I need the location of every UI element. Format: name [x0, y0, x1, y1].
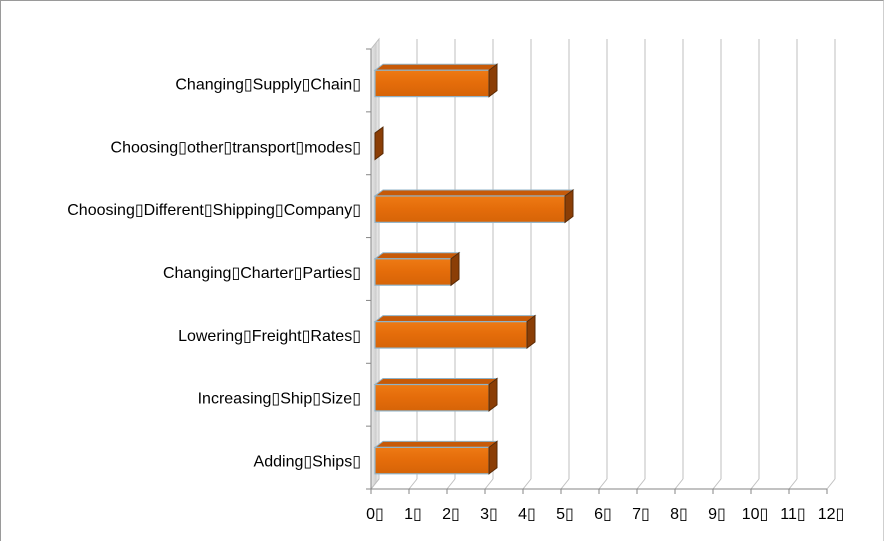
bar-3 — [373, 251, 461, 287]
gridline-floor — [788, 478, 798, 490]
bar-top-face — [373, 315, 537, 323]
bar-top-face — [373, 440, 499, 448]
gridline-floor — [712, 478, 722, 490]
bar-4 — [373, 314, 537, 350]
bar-front-face — [374, 446, 490, 475]
gridline-floor — [522, 478, 532, 490]
gridline-floor — [636, 478, 646, 490]
gridline-floor — [484, 478, 494, 490]
x-tick-label: 6▯ — [594, 506, 612, 523]
category-label: Adding▯Ships▯ — [254, 454, 361, 471]
bars — [373, 63, 575, 475]
x-tick-label: 8▯ — [670, 506, 688, 523]
x-tick-label: 12▯ — [818, 506, 845, 523]
bar-front-face — [374, 69, 490, 98]
category-label: Lowering▯Freight▯Rates▯ — [178, 328, 361, 345]
bar-top-face — [373, 189, 575, 197]
x-tick-label: 1▯ — [404, 506, 422, 523]
bar-end-face — [488, 377, 498, 412]
gridline-floor — [674, 478, 684, 490]
gridline-floor — [750, 478, 760, 490]
bar-end-face — [374, 126, 384, 161]
x-tick-label: 7▯ — [632, 506, 650, 523]
x-tick-label: 9▯ — [708, 506, 726, 523]
x-tick-label: 5▯ — [556, 506, 574, 523]
bar-front-face — [374, 258, 452, 286]
gridline-floor — [598, 478, 608, 490]
x-tick-label: 11▯ — [780, 506, 805, 523]
bar-end-face — [488, 63, 498, 98]
bar-top-face — [373, 252, 461, 260]
bar-front-face — [374, 195, 566, 223]
category-label: Increasing▯Ship▯Size▯ — [198, 391, 361, 408]
bar-top-face — [373, 63, 499, 71]
bar-end-face — [488, 440, 498, 475]
x-tick-label: 0▯ — [366, 506, 384, 523]
x-tick-label: 3▯ — [480, 506, 498, 523]
gridline-floor — [408, 478, 418, 490]
bar-end-face — [526, 314, 536, 350]
gridline-floor — [826, 478, 836, 490]
gridline-floor — [560, 478, 570, 490]
bar-5 — [373, 377, 499, 412]
bar-2 — [373, 188, 575, 224]
bar-front-face — [374, 321, 528, 349]
category-label: Changing▯Charter▯Parties▯ — [163, 265, 361, 282]
bar-end-face — [450, 251, 460, 287]
category-label: Changing▯Supply▯Chain▯ — [175, 76, 361, 93]
gridline-floor — [370, 478, 380, 490]
x-tick-label: 2▯ — [442, 506, 460, 523]
bar-1 — [374, 126, 384, 161]
category-label: Choosing▯Different▯Shipping▯Company▯ — [67, 202, 361, 219]
bar-6 — [373, 440, 499, 475]
bar-top-face — [373, 378, 499, 386]
bar-end-face — [564, 188, 574, 224]
category-label: Choosing▯other▯transport▯modes▯ — [111, 139, 361, 156]
gridline-floor — [446, 478, 456, 490]
bar-front-face — [374, 383, 490, 412]
bar-0 — [373, 63, 499, 98]
labels: Changing▯Supply▯Chain▯ Choosing▯other▯tra… — [67, 76, 844, 523]
x-tick-label: 10▯ — [742, 506, 769, 523]
axes — [366, 48, 828, 494]
x-tick-label: 4▯ — [518, 506, 536, 523]
